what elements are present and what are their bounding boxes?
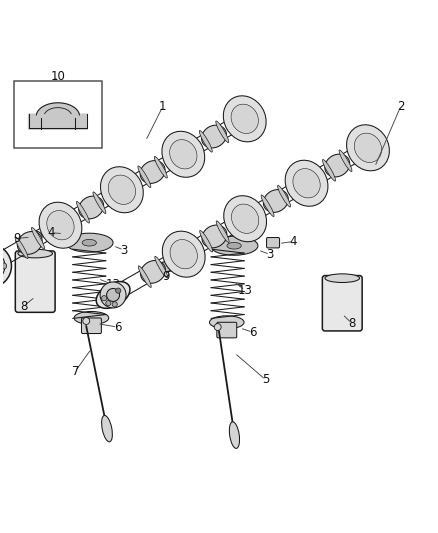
Ellipse shape xyxy=(339,150,352,172)
Ellipse shape xyxy=(138,166,151,188)
Ellipse shape xyxy=(224,196,267,242)
Circle shape xyxy=(106,288,120,302)
Ellipse shape xyxy=(261,195,274,216)
Bar xyxy=(14,80,102,148)
Ellipse shape xyxy=(18,249,53,258)
Text: 4: 4 xyxy=(47,227,55,239)
Circle shape xyxy=(0,244,11,288)
Ellipse shape xyxy=(140,160,165,183)
Ellipse shape xyxy=(82,239,96,246)
Text: 9: 9 xyxy=(162,270,170,282)
Circle shape xyxy=(214,324,221,330)
Circle shape xyxy=(102,296,107,301)
Text: 10: 10 xyxy=(51,70,66,83)
Ellipse shape xyxy=(209,316,244,329)
Ellipse shape xyxy=(96,281,130,309)
Text: 6: 6 xyxy=(249,326,257,339)
Circle shape xyxy=(0,251,5,281)
Ellipse shape xyxy=(66,233,113,252)
Ellipse shape xyxy=(32,228,45,249)
Circle shape xyxy=(106,301,111,306)
Text: 13: 13 xyxy=(106,278,120,291)
Text: 3: 3 xyxy=(120,244,127,256)
Ellipse shape xyxy=(15,237,28,259)
Ellipse shape xyxy=(230,422,240,448)
FancyBboxPatch shape xyxy=(81,318,101,334)
Text: 6: 6 xyxy=(113,320,121,334)
Ellipse shape xyxy=(79,196,104,219)
Ellipse shape xyxy=(17,231,42,254)
Ellipse shape xyxy=(293,168,320,198)
Ellipse shape xyxy=(108,175,135,204)
Ellipse shape xyxy=(354,133,381,163)
Ellipse shape xyxy=(200,230,213,252)
Ellipse shape xyxy=(47,211,74,240)
Ellipse shape xyxy=(216,221,229,243)
FancyBboxPatch shape xyxy=(267,238,279,248)
Ellipse shape xyxy=(170,239,198,269)
Text: 8: 8 xyxy=(349,317,356,330)
Ellipse shape xyxy=(27,231,42,241)
Text: 9: 9 xyxy=(13,232,21,245)
Ellipse shape xyxy=(346,125,389,171)
Circle shape xyxy=(100,282,126,308)
Ellipse shape xyxy=(159,261,175,272)
Ellipse shape xyxy=(138,266,151,287)
Ellipse shape xyxy=(231,104,258,133)
Text: 8: 8 xyxy=(20,300,27,313)
Ellipse shape xyxy=(155,256,168,278)
FancyBboxPatch shape xyxy=(15,251,55,312)
Ellipse shape xyxy=(201,125,226,148)
Ellipse shape xyxy=(322,159,336,181)
Ellipse shape xyxy=(170,140,197,169)
Text: 13: 13 xyxy=(237,284,252,297)
Ellipse shape xyxy=(263,190,288,212)
Ellipse shape xyxy=(223,96,266,142)
Ellipse shape xyxy=(278,185,290,207)
Ellipse shape xyxy=(100,167,143,213)
Ellipse shape xyxy=(227,243,241,249)
Ellipse shape xyxy=(102,415,113,442)
Text: 3: 3 xyxy=(266,248,274,261)
Polygon shape xyxy=(28,103,87,129)
Ellipse shape xyxy=(162,231,205,277)
Ellipse shape xyxy=(325,274,360,282)
Text: 1: 1 xyxy=(159,100,166,113)
FancyBboxPatch shape xyxy=(322,276,362,331)
Text: 2: 2 xyxy=(397,100,404,113)
Ellipse shape xyxy=(202,225,227,248)
Text: 5: 5 xyxy=(262,373,269,386)
Ellipse shape xyxy=(216,121,229,143)
Text: 7: 7 xyxy=(72,365,79,378)
Circle shape xyxy=(0,263,7,269)
Ellipse shape xyxy=(154,156,167,178)
Circle shape xyxy=(116,288,121,293)
Ellipse shape xyxy=(93,192,106,214)
Circle shape xyxy=(112,302,117,307)
FancyBboxPatch shape xyxy=(61,227,76,238)
FancyBboxPatch shape xyxy=(217,322,237,338)
Text: 4: 4 xyxy=(290,235,297,248)
Ellipse shape xyxy=(39,202,82,248)
Ellipse shape xyxy=(231,204,259,233)
Circle shape xyxy=(83,318,90,325)
Ellipse shape xyxy=(74,311,109,325)
Ellipse shape xyxy=(325,154,350,177)
Ellipse shape xyxy=(77,201,89,223)
Ellipse shape xyxy=(199,131,212,152)
Ellipse shape xyxy=(210,236,258,255)
Ellipse shape xyxy=(162,131,205,177)
Ellipse shape xyxy=(285,160,328,206)
Ellipse shape xyxy=(141,261,166,284)
